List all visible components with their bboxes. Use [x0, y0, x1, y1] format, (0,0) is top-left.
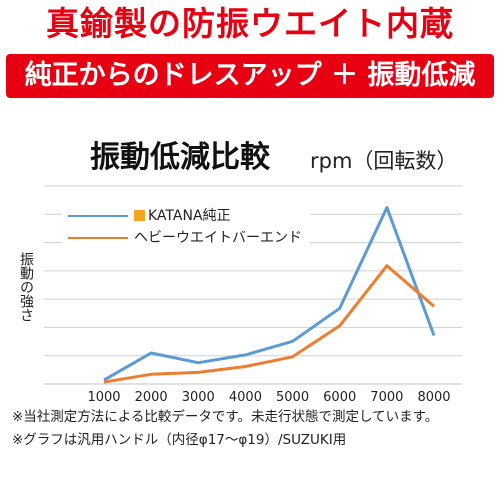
x-tick-label: 3000 — [182, 390, 215, 405]
series-line-heavy-weight — [103, 264, 435, 384]
legend-square-icon — [134, 210, 145, 221]
x-tick-label: 7000 — [370, 390, 403, 405]
note-handle-spec: ※グラフは汎用ハンドル（内径φ17～φ19）/SUZUKI用 — [12, 432, 347, 448]
chart-title: 振動低減比較 — [90, 140, 270, 175]
legend-label-heavy-weight: ヘビーウエイトバーエンド — [134, 230, 302, 246]
banner: 純正からのドレスアップ ＋ 振動低減 — [6, 54, 494, 98]
chart-subtitle: rpm（回転数） — [310, 149, 458, 173]
x-tick-label: 5000 — [276, 390, 309, 405]
x-tick-label: 1000 — [87, 390, 120, 405]
x-tick-label: 4000 — [229, 390, 262, 405]
y-axis-label: 振動の強さ — [18, 252, 34, 322]
x-tick-label: 2000 — [135, 390, 168, 405]
banner-text: 純正からのドレスアップ ＋ 振動低減 — [24, 60, 476, 91]
note-measurement: ※当社測定方法による比較データです。未走行状態で測定しています。 — [12, 409, 439, 425]
headline: 真鍮製の防振ウエイト内蔵 — [46, 4, 454, 43]
series-lines — [103, 206, 436, 384]
legend-line-orange — [68, 237, 128, 239]
x-tick-label: 8000 — [417, 390, 450, 405]
legend-label-katana: KATANA純正 — [148, 208, 231, 224]
legend-line-blue — [68, 215, 128, 217]
series-line-katana — [103, 206, 436, 382]
x-tick-labels: 1000 2000 3000 4000 5000 6000 7000 8000 — [87, 390, 450, 405]
x-tick-label: 6000 — [323, 390, 356, 405]
legend: KATANA純正 ヘビーウエイトバーエンド — [62, 204, 310, 250]
